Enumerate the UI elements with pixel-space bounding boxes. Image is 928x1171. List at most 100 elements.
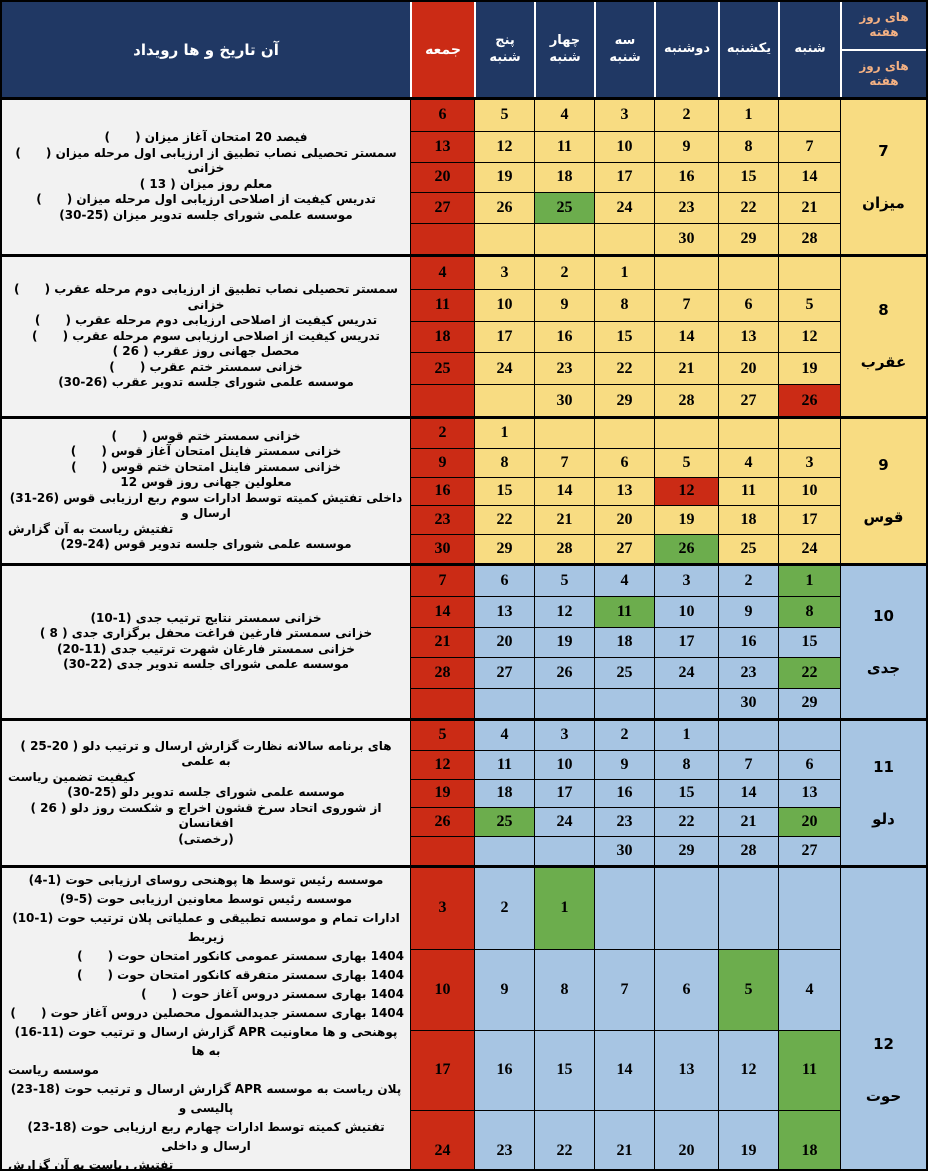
day-cell-12-3: 3 xyxy=(410,868,474,949)
day-cell-9-12: 12 xyxy=(654,476,718,506)
day-cell-11-18: 18 xyxy=(474,778,534,808)
event-line: (‎ 13‎ )‎ میزان‎ روز‎ معلم‎ xyxy=(139,176,273,191)
day-cell-empty xyxy=(594,868,654,949)
day-cell-9-6: 6 xyxy=(594,447,654,477)
day-cell-12-24: 24 xyxy=(410,1110,474,1169)
day-cell-10-23: 23 xyxy=(718,657,778,688)
month-block-11: (‎ 25-20‎ )‎ دلو‎ ترتیب‎ و‎ ارسال‎ گزارش… xyxy=(2,718,926,865)
day-cell-8-18: 18 xyxy=(410,320,474,353)
day-cell-7-3: 3 xyxy=(594,100,654,131)
event-line: (29-24)‎ قوس‎ تدویر‎ جلسه‎ شورای‎ علمی‎ … xyxy=(60,537,352,552)
day-cell-8-21: 21 xyxy=(654,352,718,385)
day-cell-9-20: 20 xyxy=(594,505,654,535)
day-cell-9-22: 22 xyxy=(474,505,534,535)
day-cell-12-4: 4 xyxy=(778,948,840,1030)
event-line: ( )‎ عقرب‎ مرحله‎ دوم‎ ارزیابی‎ اصلاحی‎ … xyxy=(34,313,378,328)
day-cell-8-1: 1 xyxy=(594,257,654,289)
day-cell-empty xyxy=(594,687,654,718)
event-line: (10-1)‎ جدی‎ ترتیب‎ نتایج‎ سمستر‎ خزانی‎ xyxy=(90,610,322,625)
day-cell-empty xyxy=(718,721,778,750)
day-cell-10-10: 10 xyxy=(654,596,718,627)
day-cell-empty xyxy=(534,687,594,718)
day-cell-8-17: 17 xyxy=(474,320,534,353)
day-cell-7-14: 14 xyxy=(778,161,840,193)
weekdays-label-bottom: روز‎ های هفته‎ xyxy=(842,48,926,98)
event-line: (30-22)‎ جدی‎ تدویر‎ جلسه‎ شورای‎ علمی‎ … xyxy=(63,657,349,672)
day-cell-9-27: 27 xyxy=(594,534,654,563)
month-name: عقرب xyxy=(860,353,907,372)
day-cell-11-19: 19 xyxy=(410,778,474,808)
day-cell-10-21: 21 xyxy=(410,626,474,658)
day-cell-11-13: 13 xyxy=(778,778,840,808)
day-cell-10-28: 28 xyxy=(410,657,474,688)
day-cell-9-7: 7 xyxy=(534,447,594,477)
event-line: ( )‎ عقرب‎ مرحله‎ سوم‎ ارزیابی‎ اصلاحی‎ … xyxy=(32,328,380,343)
day-cell-9-14: 14 xyxy=(534,476,594,506)
day-cell-9-3: 3 xyxy=(778,447,840,477)
day-cell-9-8: 8 xyxy=(474,447,534,477)
day-cell-7-9: 9 xyxy=(654,130,718,162)
day-cell-empty xyxy=(534,419,594,448)
day-cell-9-4: 4 xyxy=(718,447,778,477)
event-line: ( )‎ قوس‎ ختم‎ سمستر‎ خزانی‎ xyxy=(111,428,301,443)
event-line: (رخصتی)‎ xyxy=(178,831,234,846)
day-cell-8-15: 15 xyxy=(594,320,654,353)
day-cell-11-20: 20 xyxy=(778,807,840,837)
day-cell-7-26: 26 xyxy=(474,192,534,224)
month-block-9: ( )‎ قوس‎ ختم‎ سمستر‎ خزانی‎( )‎ قوس‎ آغ… xyxy=(2,416,926,563)
day-header-saturday: شنبه xyxy=(778,2,840,97)
event-line: ( )‎ حوت‎ امتحان‎ کانکور‎ متفرقه‎ سمستر‎… xyxy=(76,968,404,982)
day-cell-7-16: 16 xyxy=(654,161,718,193)
day-cell-8-2: 2 xyxy=(534,257,594,289)
day-cell-9-15: 15 xyxy=(474,476,534,506)
day-cell-12-16: 16 xyxy=(474,1029,534,1111)
event-line: گزارش‎ آن‎ به‎ ریاست‎ تفتیش‎ xyxy=(8,521,174,536)
day-cell-7-12: 12 xyxy=(474,130,534,162)
day-cell-8-9: 9 xyxy=(534,288,594,321)
day-header-wednesday: چهار شنبه xyxy=(534,2,594,97)
month-label-cell-7: 7 میزان xyxy=(840,100,926,254)
day-cell-8-7: 7 xyxy=(654,288,718,321)
day-cell-12-23: 23 xyxy=(474,1110,534,1169)
day-cell-7-17: 17 xyxy=(594,161,654,193)
event-line: (‎ 25-20‎ )‎ دلو‎ ترتیب‎ و‎ ارسال‎ گزارش… xyxy=(20,738,392,769)
day-cell-empty xyxy=(778,721,840,750)
day-cell-10-13: 13 xyxy=(474,596,534,627)
event-line: ریاست‎ موسسه‎ xyxy=(8,1063,99,1077)
day-cell-11-30: 30 xyxy=(594,836,654,865)
day-cell-12-1: 1 xyxy=(534,868,594,949)
day-cell-8-8: 8 xyxy=(594,288,654,321)
event-line: (‎ 26‎ )‎ عقرب‎ روز‎ جهانی‎ محصل‎ xyxy=(112,344,300,359)
day-cell-11-5: 5 xyxy=(410,721,474,750)
day-cell-7-22: 22 xyxy=(718,192,778,224)
day-cell-7-5: 5 xyxy=(474,100,534,131)
day-cell-11-29: 29 xyxy=(654,836,718,865)
day-cell-10-9: 9 xyxy=(718,596,778,627)
day-cell-11-27: 27 xyxy=(778,836,840,865)
day-cell-empty xyxy=(654,419,718,448)
day-cell-8-14: 14 xyxy=(654,320,718,353)
event-line: (20-11)‎ جدی‎ ترتیب‎ شهرت‎ فارغان‎ سمستر… xyxy=(57,641,355,656)
day-cell-empty xyxy=(718,257,778,289)
month-number: 7 xyxy=(878,141,889,160)
day-cell-11-23: 23 xyxy=(594,807,654,837)
month-11-events-cell: (‎ 25-20‎ )‎ دلو‎ ترتیب‎ و‎ ارسال‎ گزارش… xyxy=(2,721,410,865)
day-cell-10-1: 1 xyxy=(778,566,840,597)
day-cell-10-27: 27 xyxy=(474,657,534,688)
day-cell-12-15: 15 xyxy=(534,1029,594,1111)
day-cell-7-6: 6 xyxy=(410,100,474,131)
day-cell-12-20: 20 xyxy=(654,1110,718,1169)
month-label-cell-9: 9 قوس xyxy=(840,419,926,563)
day-cell-11-3: 3 xyxy=(534,721,594,750)
day-cell-10-16: 16 xyxy=(718,626,778,658)
event-line: (23-18)‎ حوت‎ ترتیب‎ و‎ ارسال‎ گزارش‎ AP… xyxy=(10,1082,402,1115)
day-cell-7-8: 8 xyxy=(718,130,778,162)
day-cell-7-23: 23 xyxy=(654,192,718,224)
event-line: ( )‎ میزان‎ مرحله‎ اول‎ ارزیابی‎ اصلاحی‎… xyxy=(36,192,376,207)
day-cell-9-18: 18 xyxy=(718,505,778,535)
month-label-cell-12: 12 حوت xyxy=(840,868,926,1169)
event-line: (9-5)‎ حوت‎ ارزیابی‎ معاونین‎ توسط‎ رئیس… xyxy=(59,892,353,906)
day-cell-10-3: 3 xyxy=(654,566,718,597)
day-cell-empty xyxy=(778,100,840,131)
